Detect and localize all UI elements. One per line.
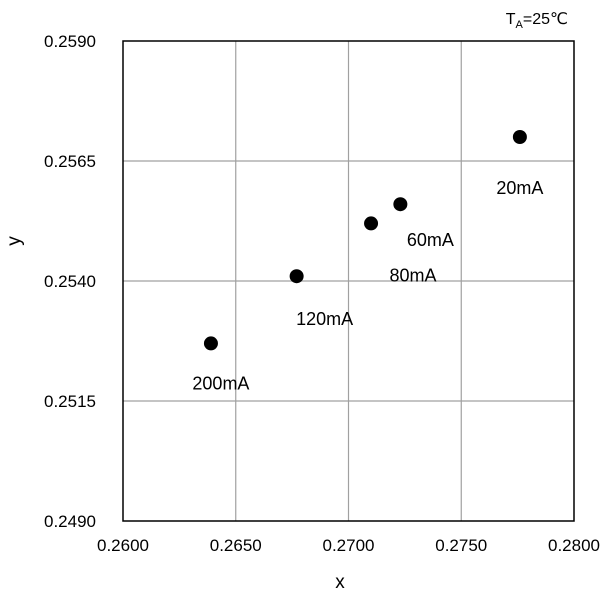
- data-point-label: 120mA: [296, 309, 353, 329]
- x-axis-label: x: [335, 572, 345, 593]
- data-point: [203, 336, 218, 351]
- data-point-label: 60mA: [407, 230, 454, 250]
- data-point-label: 200mA: [192, 373, 249, 393]
- temperature-annotation: TA=25℃: [506, 11, 568, 31]
- x-tick-label: 0.2750: [435, 536, 487, 555]
- data-point: [289, 269, 304, 284]
- point-labels: 20mA 60mA 80mA 120mA 200mA: [192, 178, 543, 393]
- y-tick-label: 0.2590: [44, 32, 96, 51]
- data-point: [364, 216, 379, 231]
- y-tick-labels: 0.2590 0.2565 0.2540 0.2515 0.2490: [44, 32, 96, 531]
- data-point: [393, 197, 408, 212]
- data-point: [512, 130, 527, 144]
- x-tick-label: 0.2700: [323, 536, 375, 555]
- x-tick-label: 0.2650: [210, 536, 262, 555]
- y-axis-label: y: [4, 236, 25, 246]
- data-point-label: 20mA: [496, 178, 543, 198]
- plot-frame: [122, 40, 575, 522]
- x-tick-labels: 0.2600 0.2650 0.2700 0.2750 0.2800: [97, 536, 600, 555]
- y-tick-label: 0.2490: [44, 512, 96, 531]
- y-tick-label: 0.2540: [44, 272, 96, 291]
- gridlines: [123, 41, 574, 521]
- x-tick-label: 0.2800: [548, 536, 600, 555]
- y-tick-label: 0.2565: [44, 152, 96, 171]
- data-points: [203, 130, 527, 351]
- y-tick-label: 0.2515: [44, 392, 96, 411]
- x-tick-label: 0.2600: [97, 536, 149, 555]
- data-point-label: 80mA: [390, 265, 437, 285]
